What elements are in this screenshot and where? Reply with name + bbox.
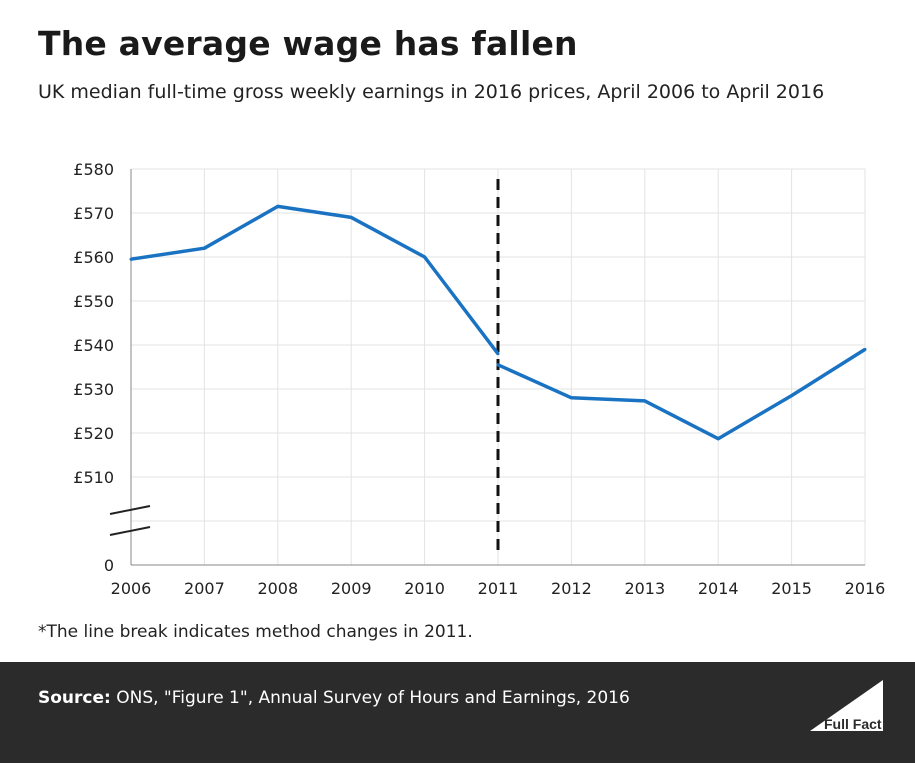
y-tick-label: £520 (73, 424, 114, 443)
y-tick-label: £540 (73, 336, 114, 355)
chart-subtitle: UK median full-time gross weekly earning… (38, 81, 825, 103)
y-tick-label: £550 (73, 292, 114, 311)
data-point (129, 257, 133, 261)
x-tick-label: 2016 (845, 579, 886, 598)
x-axis-labels: 2006 2007 2008 2009 2010 2011 2012 2013 2014 2015… (111, 579, 886, 598)
x-tick-label: 2012 (551, 579, 592, 598)
data-point (716, 437, 720, 441)
series-line (130, 204, 500, 355)
source-note: Source: ONS, "Figure 1", Annual Survey o… (38, 688, 630, 708)
data-point (276, 204, 280, 208)
y-tick-label: 0 (104, 556, 114, 575)
svg-text:Full Fact: Full Fact (824, 716, 882, 732)
full-fact-logo: Full Fact (810, 680, 883, 732)
data-point (863, 347, 867, 351)
data-point (202, 246, 206, 250)
footer-bar: Source: ONS, "Figure 1", Annual Survey o… (0, 662, 915, 763)
y-tick-label: £530 (73, 380, 114, 399)
x-tick-label: 2013 (624, 579, 665, 598)
source-label: Source: (38, 688, 111, 708)
x-tick-label: 2015 (771, 579, 812, 598)
x-tick-label: 2007 (184, 579, 225, 598)
data-series (129, 204, 867, 441)
y-axis-labels: £580 £570 £560 £550 £540 £530 £520 £510 0 (73, 160, 114, 575)
data-point (423, 255, 427, 259)
data-point (496, 352, 500, 356)
x-tick-label: 2011 (478, 579, 519, 598)
y-tick-label: £570 (73, 204, 114, 223)
data-point (569, 396, 573, 400)
y-tick-label: £510 (73, 468, 114, 487)
x-tick-label: 2010 (404, 579, 445, 598)
x-tick-label: 2009 (331, 579, 372, 598)
footnote: *The line break indicates method changes… (38, 622, 473, 642)
data-point (496, 363, 500, 367)
chart-title: The average wage has fallen (38, 24, 578, 63)
x-tick-label: 2014 (698, 579, 739, 598)
data-point (790, 394, 794, 398)
data-point (349, 215, 353, 219)
y-tick-label: £560 (73, 248, 114, 267)
source-text: ONS, "Figure 1", Annual Survey of Hours … (116, 688, 630, 708)
series-line (497, 347, 866, 441)
data-point (643, 399, 647, 403)
x-tick-label: 2006 (111, 579, 152, 598)
y-axis-break-marker (109, 505, 151, 536)
x-tick-label: 2008 (257, 579, 298, 598)
y-tick-label: £580 (73, 160, 114, 179)
chart-grid (130, 168, 866, 566)
